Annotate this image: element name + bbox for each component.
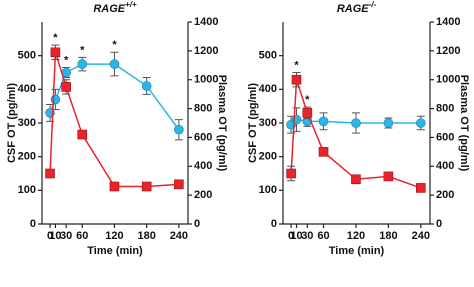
y-tick-label: 300	[259, 117, 277, 129]
data-point	[141, 81, 152, 91]
data-point	[351, 174, 361, 185]
x-tick-label: 120	[347, 230, 365, 242]
significance-marker: *	[294, 59, 299, 71]
y2-tick-label: 1200	[436, 45, 460, 57]
y2-tick-label: 600	[194, 131, 212, 143]
y2-axis-label: Plasma OT (pg/ml)	[458, 75, 470, 172]
significance-marker: *	[305, 94, 310, 106]
y-tick-label: 0	[30, 218, 36, 230]
x-tick-label: 10	[49, 230, 61, 242]
y2-axis-label: Plasma OT (pg/ml)	[216, 75, 228, 172]
data-point	[318, 116, 329, 127]
y2-tick-label: 1000	[194, 74, 218, 86]
significance-marker: *	[64, 54, 69, 66]
y2-tick-label: 200	[436, 189, 454, 201]
data-point	[50, 94, 61, 105]
x-tick-label: 10	[290, 230, 302, 242]
x-tick-label: 180	[137, 230, 155, 242]
x-tick-label: 30	[301, 230, 313, 242]
y2-tick-label: 0	[194, 218, 200, 230]
title-superscript: +/+	[125, 0, 137, 9]
data-point	[109, 59, 120, 69]
data-point	[416, 118, 426, 128]
data-point	[286, 168, 296, 179]
y2-tick-label: 800	[436, 102, 454, 114]
panel-title: RAGE-/-	[337, 0, 377, 15]
data-point	[77, 59, 88, 69]
title-text: RAGE	[93, 3, 125, 15]
y2-tick-label: 1200	[194, 45, 218, 57]
y-tick-label: 0	[271, 218, 277, 230]
y2-tick-label: 200	[194, 189, 212, 201]
data-point	[351, 118, 361, 128]
data-point	[318, 147, 329, 157]
y-axis-label: CSF OT (pg/ml)	[247, 83, 259, 163]
significance-marker: *	[112, 39, 117, 51]
y-tick-label: 400	[259, 83, 277, 95]
y2-tick-label: 1400	[194, 16, 218, 28]
data-point	[383, 171, 394, 182]
x-tick-label: 240	[412, 230, 430, 242]
y-tick-label: 500	[259, 50, 277, 62]
data-point	[50, 47, 61, 58]
y2-tick-label: 800	[194, 102, 212, 114]
x-tick-label: 120	[105, 230, 123, 242]
data-point	[61, 82, 71, 92]
y-tick-label: 500	[18, 50, 36, 62]
y-tick-label: 300	[18, 117, 36, 129]
panel-title: RAGE+/+	[93, 0, 137, 15]
title-text: RAGE	[337, 3, 369, 15]
x-tick-label: 60	[76, 230, 88, 242]
x-tick-label: 0	[47, 230, 53, 242]
data-point	[141, 181, 152, 192]
x-tick-label: 0	[288, 230, 294, 242]
significance-marker: *	[80, 44, 85, 56]
data-point	[174, 124, 184, 135]
data-point	[174, 179, 184, 190]
x-tick-label: 30	[60, 230, 72, 242]
y2-tick-label: 1400	[436, 16, 460, 28]
x-axis-label: Time (min)	[87, 245, 143, 257]
data-point	[291, 74, 302, 85]
x-tick-label: 60	[317, 230, 329, 242]
y-tick-label: 200	[18, 151, 36, 163]
title-superscript: -/-	[369, 0, 377, 9]
data-point	[109, 181, 120, 192]
data-point	[77, 129, 88, 140]
x-tick-label: 180	[379, 230, 397, 242]
data-point	[383, 118, 394, 128]
y2-tick-label: 400	[436, 160, 454, 172]
y-tick-label: 200	[259, 151, 277, 163]
y-tick-label: 400	[18, 83, 36, 95]
significance-marker: *	[53, 32, 58, 44]
series-line	[290, 79, 422, 189]
data-point	[45, 168, 55, 179]
data-point	[416, 183, 426, 193]
x-axis-label: Time (min)	[329, 245, 385, 257]
x-tick-label: 240	[170, 230, 188, 242]
y-tick-label: 100	[259, 184, 277, 196]
y2-tick-label: 600	[436, 131, 454, 143]
y2-tick-label: 0	[436, 218, 442, 230]
data-point	[302, 108, 313, 118]
y2-tick-label: 400	[194, 160, 212, 172]
y2-tick-label: 1000	[436, 74, 460, 86]
y-tick-label: 100	[18, 184, 36, 196]
y-axis-label: CSF OT (pg/ml)	[6, 83, 18, 163]
